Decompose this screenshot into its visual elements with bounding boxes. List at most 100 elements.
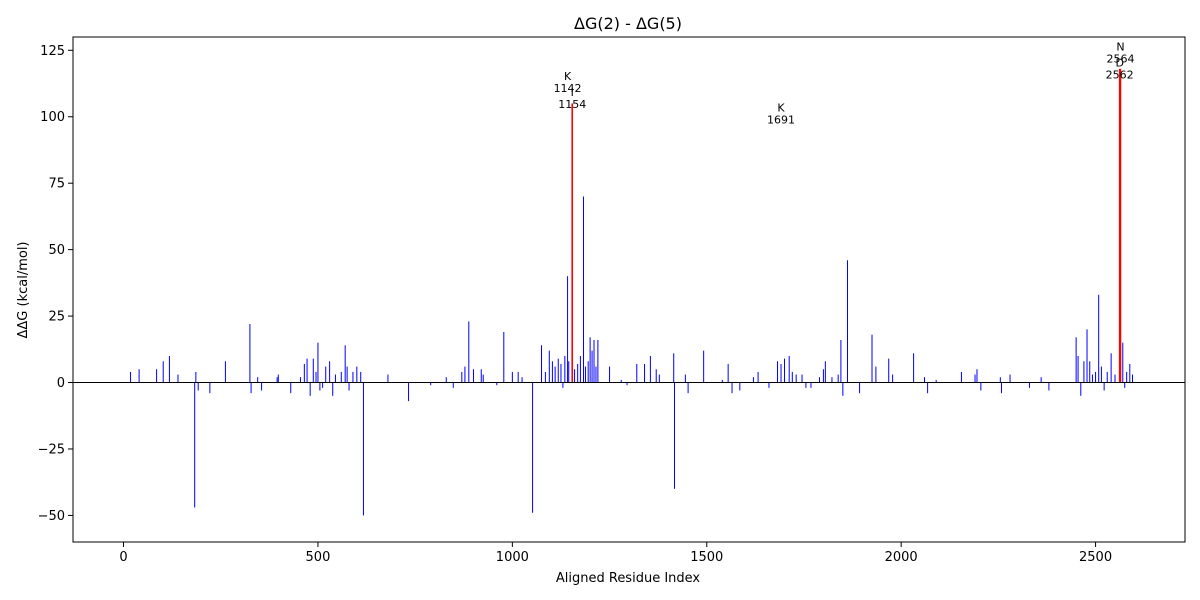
bar [788,355,790,383]
bar [306,358,308,383]
bar [197,382,199,391]
bar [261,382,263,391]
bar [162,361,164,383]
bar [322,382,324,388]
bar [480,369,482,383]
bar [1114,374,1116,383]
bar [731,382,733,394]
bar [673,382,675,489]
bar [587,361,589,383]
y-tick-label: −25 [38,442,65,457]
bar [574,369,576,383]
bar [859,382,861,394]
bar [209,382,211,394]
bar [249,324,251,383]
bar [658,374,660,383]
bar [757,371,759,383]
bar [332,382,334,396]
bar [805,382,807,388]
bar [360,371,362,383]
bar [703,350,705,383]
bar [847,260,849,383]
bar [1040,377,1042,383]
bar [935,379,937,383]
bar [913,353,915,383]
y-tick-label: 50 [48,243,65,258]
annotation-residue: N [1116,41,1124,54]
bar [224,361,226,383]
bar [464,366,466,383]
bar [655,369,657,383]
bar [1110,353,1112,383]
bar [609,366,611,383]
bar [1086,329,1088,383]
bar [195,371,197,383]
bar [557,358,559,383]
bar [593,340,595,383]
bar [532,382,534,513]
bar [544,371,546,383]
bar [752,377,754,383]
bar [548,350,550,383]
bar [334,374,336,383]
bar [468,321,470,383]
bar [177,374,179,383]
bar [571,103,574,383]
bar [980,382,982,391]
bar [1129,363,1131,383]
bar [1009,374,1011,383]
bar [348,382,350,391]
bar [1098,294,1100,383]
bar [626,382,628,386]
y-tick-label: 0 [57,376,65,391]
y-axis-ticks: −50 −25 0 25 50 75 100 125 [38,44,73,524]
bar [784,358,786,383]
bar [430,382,432,386]
bar [831,377,833,383]
bar [684,374,686,383]
bar [1119,68,1122,383]
bar [472,369,474,383]
x-tick-label: 2500 [1079,550,1112,565]
bar [168,355,170,383]
bar [567,276,569,383]
bar [649,355,651,383]
bar [496,382,498,386]
y-tick-label: 25 [48,310,65,325]
annotation-index: 1691 [767,114,795,127]
bar [822,369,824,383]
bar [517,371,519,383]
bar [319,382,321,391]
bar [138,369,140,383]
bar [673,353,675,383]
bar [801,374,803,383]
bar [1075,337,1077,383]
bar [356,366,358,383]
bar [768,382,770,388]
bar [976,369,978,383]
x-axis-ticks: 0 500 1000 1500 2000 2500 [119,542,1112,565]
annotation-index: 2564 [1106,53,1134,66]
bar [819,377,821,383]
bar [290,382,292,394]
bar [568,361,570,383]
bar [309,382,311,396]
bar [837,374,839,383]
bar [277,374,279,383]
y-axis-label: ΔΔG (kcal/mol) [16,242,31,339]
bar [644,363,646,383]
bar [579,355,581,383]
bar [960,371,962,383]
bar [562,382,564,388]
bar [340,371,342,383]
bar [315,371,317,383]
x-tick-label: 2000 [885,550,918,565]
bar [482,374,484,383]
bar [461,371,463,383]
bar [620,379,622,383]
bar [589,337,591,383]
bar [927,382,929,394]
bar [521,377,523,383]
